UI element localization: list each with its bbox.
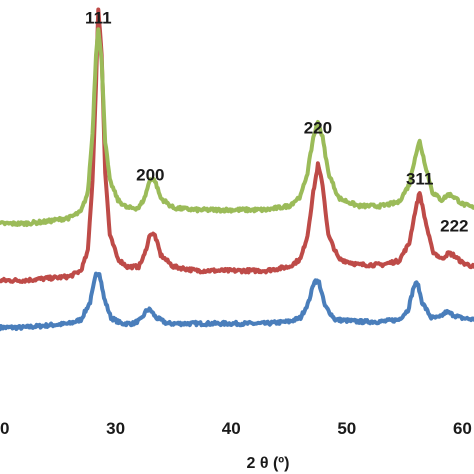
series-line-2 [0,7,474,284]
x-tick-label-30: 30 [106,419,125,438]
peak-label-311: 311 [406,169,433,188]
series-line-1 [0,271,474,332]
peak-label-layer: 111 200 220 311 222 [85,9,468,236]
x-tick-layer: 20 30 40 50 60 [0,419,472,438]
x-tick-label-60: 60 [453,419,472,438]
x-tick-label-20: 20 [0,419,9,438]
series-line-3 [0,27,474,227]
peak-label-222: 222 [440,216,468,235]
peak-label-111: 111 [85,9,112,28]
x-tick-label-40: 40 [222,419,241,438]
x-tick-label-50: 50 [337,419,356,438]
peak-label-220: 220 [304,118,332,137]
series-layer [0,7,474,332]
x-axis-title: 2 θ (º) [247,455,290,472]
peak-label-200: 200 [136,166,164,185]
